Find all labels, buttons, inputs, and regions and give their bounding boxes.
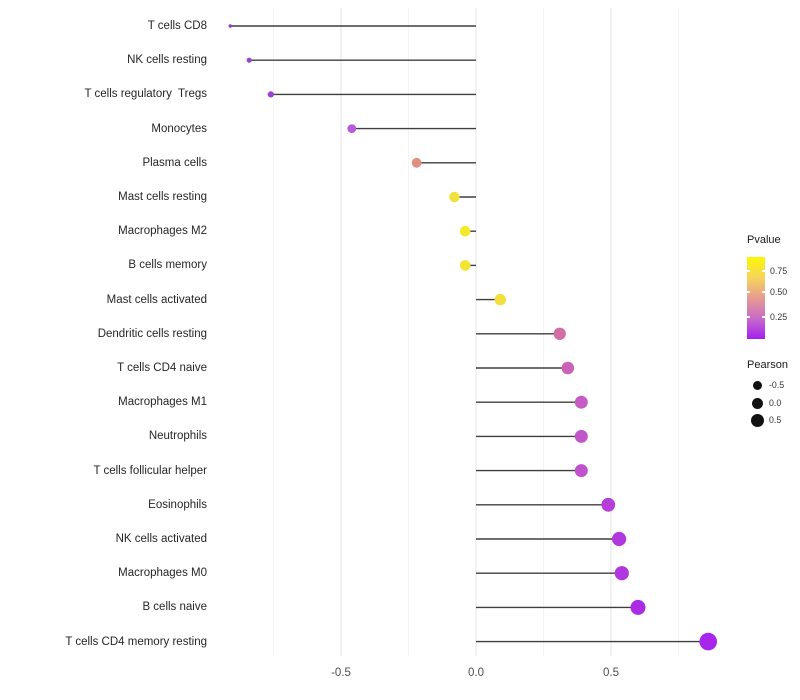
y-axis-label: Eosinophils <box>148 498 207 511</box>
gradient-tick-label: 0.25 <box>770 312 788 323</box>
legend-pvalue-title: Pvalue <box>747 234 781 246</box>
pearson-size-dot <box>752 380 762 390</box>
y-axis-label: Macrophages M2 <box>118 225 207 238</box>
y-axis-label: T cells follicular helper <box>93 464 207 477</box>
lollipop-dot <box>246 57 252 63</box>
pearson-size-label: 0.0 <box>769 398 782 408</box>
pearson-size-dot <box>750 413 764 427</box>
y-axis-label: NK cells activated <box>115 533 207 545</box>
lollipop-dot <box>267 91 274 98</box>
lollipop-dot <box>574 395 588 409</box>
x-axis-tick-label: 0.5 <box>603 667 619 679</box>
y-axis-label: Macrophages M1 <box>118 396 207 409</box>
gradient-tick-mark <box>762 316 765 318</box>
legend-pearson-title: Pearson <box>747 359 788 371</box>
lollipop-dot <box>459 260 471 271</box>
x-axis-tick-label: 0.0 <box>468 667 484 679</box>
y-axis-label: T cells CD4 naive <box>117 362 207 374</box>
y-axis-label: Plasma cells <box>142 156 207 169</box>
gradient-tick-label: 0.75 <box>770 266 788 277</box>
lollipop-dot <box>601 497 616 512</box>
lollipop-dot <box>553 327 566 340</box>
pearson-size-label: -0.5 <box>769 380 785 390</box>
pearson-size-dot <box>751 397 763 409</box>
lollipop-dot <box>614 566 629 581</box>
y-axis-label: B cells naive <box>142 601 207 614</box>
gradient-tick-mark <box>762 291 765 293</box>
y-axis-label: T cells CD4 memory resting <box>65 635 207 648</box>
lollipop-dot <box>411 157 422 168</box>
lollipop-dot <box>574 429 588 443</box>
y-axis-label: Mast cells activated <box>106 293 207 306</box>
lollipop-dot <box>699 632 717 651</box>
y-axis-label: NK cells resting <box>127 54 207 67</box>
x-axis-tick-label: -0.5 <box>331 667 351 679</box>
y-axis-label: Mast cells resting <box>118 191 207 203</box>
y-axis-label: Dendritic cells resting <box>97 327 207 340</box>
lollipop-dot <box>449 191 460 203</box>
gradient-tick-mark <box>747 316 750 318</box>
y-axis-label: T cells CD8 <box>147 20 207 32</box>
y-axis-label: Monocytes <box>151 122 207 135</box>
lollipop-dot <box>630 599 646 615</box>
y-axis-label: Macrophages M0 <box>118 567 207 580</box>
gradient-tick-mark <box>762 270 765 272</box>
lollipop-dot <box>574 464 588 478</box>
y-axis-label: B cells memory <box>128 259 207 272</box>
gradient-tick-label: 0.50 <box>770 287 788 297</box>
y-axis-label: T cells regulatory Tregs <box>84 88 207 101</box>
lollipop-dot <box>561 361 575 375</box>
gradient-tick-mark <box>747 270 750 272</box>
lollipop-dot <box>612 531 627 547</box>
gradient-tick-mark <box>747 291 750 293</box>
lollipop-dot <box>494 293 506 306</box>
y-axis-label: Neutrophils <box>148 430 207 443</box>
lollipop-dot <box>347 124 357 133</box>
pearson-size-label: 0.5 <box>769 415 782 425</box>
pvalue-gradient-bar <box>747 257 765 339</box>
lollipop-dot <box>228 24 233 28</box>
lollipop-dot <box>459 225 471 237</box>
